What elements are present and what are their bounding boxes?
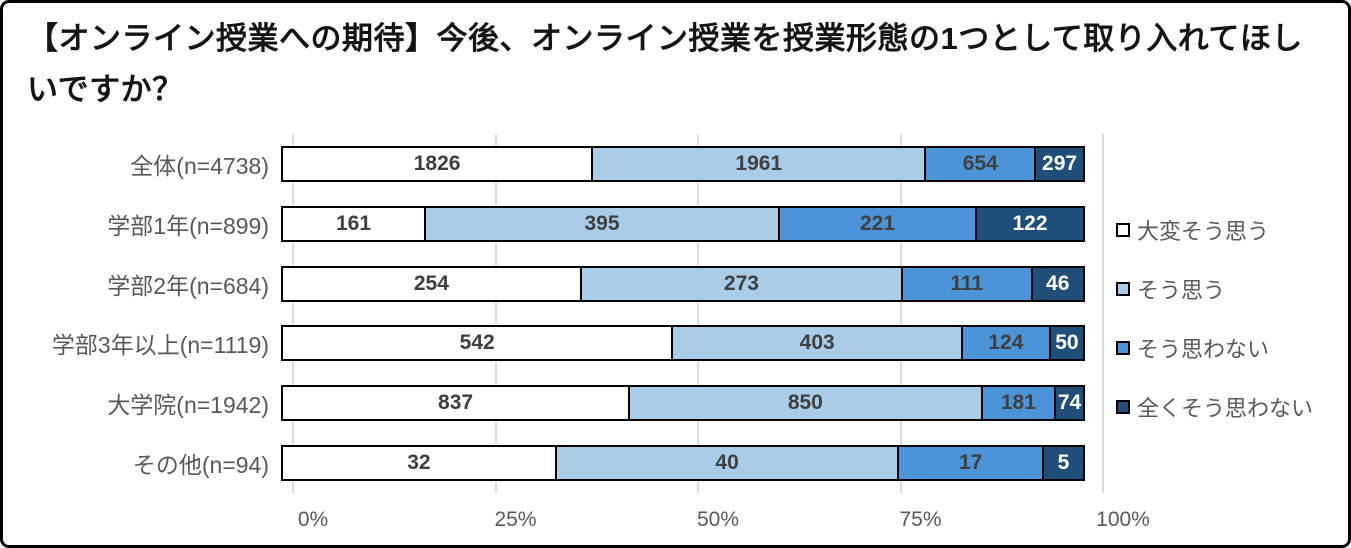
bar-value-label: 122: [1012, 211, 1048, 235]
bar-value-label: 50: [1055, 331, 1079, 355]
bar-segment-series-2: 395: [424, 205, 780, 242]
bar-value-label: 1961: [735, 151, 783, 175]
bar-value-label: 403: [799, 331, 835, 355]
bar-segment-series-2: 403: [671, 325, 964, 362]
bar-segment-series-4: 46: [1030, 265, 1085, 302]
bar-value-label: 17: [958, 451, 983, 475]
legend-item-series-2: そう思う: [1116, 273, 1313, 305]
bar-segment-series-2: 273: [579, 265, 904, 302]
category-label: 学部3年以上(n=1119): [51, 332, 269, 359]
chart-row: 大学院(n=1942) 837 850 181 74: [23, 373, 1103, 433]
bar-value-label: 850: [787, 391, 823, 415]
bar-value-label: 111: [950, 271, 984, 295]
bar-value-label: 40: [715, 451, 739, 475]
gridline: [697, 134, 699, 493]
legend-label: 全くそう思わない: [1137, 396, 1314, 421]
bar-segment-series-3: 111: [901, 265, 1033, 302]
legend-swatch-icon: [1116, 341, 1130, 355]
bar-track: 254 273 111 46: [281, 265, 1091, 302]
category-label: 学部1年(n=899): [107, 212, 269, 239]
bar-segment-series-3: 221: [777, 205, 978, 242]
bar-segment-series-4: 74: [1054, 385, 1085, 422]
bar-segment-series-2: 40: [554, 445, 900, 482]
chart-row: 学部3年以上(n=1119) 542 403 124 50: [23, 313, 1103, 373]
x-axis-tick-label: 75%: [899, 508, 942, 531]
bar-value-label: 1826: [413, 151, 461, 175]
bar-value-label: 297: [1042, 151, 1078, 175]
bar-value-label: 46: [1046, 271, 1070, 295]
bar-segment-series-1: 32: [281, 445, 557, 482]
legend-label: そう思う: [1137, 278, 1226, 303]
legend-label: 大変そう思う: [1137, 219, 1270, 244]
legend-item-series-3: そう思わない: [1116, 332, 1313, 364]
gridline: [1102, 134, 1104, 493]
bar-value-label: 254: [413, 271, 449, 295]
category-label: 学部2年(n=684): [107, 272, 269, 299]
bar-segment-series-2: 850: [628, 385, 983, 422]
bar-segment-series-2: 1961: [591, 145, 927, 182]
bar-segment-series-1: 542: [281, 325, 674, 362]
category-label: 全体(n=4738): [130, 152, 269, 179]
category-label: その他(n=94): [132, 452, 269, 479]
bar-rows: 全体(n=4738) 1826 1961 654 297 学部1年(n=899) 161 39…: [23, 134, 1103, 493]
legend-item-series-1: 大変そう思う: [1116, 214, 1313, 246]
bar-value-label: 5: [1057, 451, 1070, 475]
legend-swatch-icon: [1116, 400, 1130, 414]
x-axis-tick-label: 25%: [494, 508, 537, 531]
chart-row: その他(n=94) 32 40 17 5: [23, 433, 1103, 493]
bar-value-label: 32: [407, 451, 431, 475]
bar-segment-series-3: 654: [924, 145, 1037, 182]
legend-item-series-4: 全くそう思わない: [1116, 391, 1313, 423]
bar-segment-series-4: 297: [1034, 145, 1085, 182]
bar-track: 542 403 124 50: [281, 325, 1091, 362]
bar-value-label: 395: [584, 211, 620, 235]
bar-segment-series-3: 17: [897, 445, 1044, 482]
bar-track: 837 850 181 74: [281, 385, 1091, 422]
bar-value-label: 654: [962, 151, 998, 175]
bar-value-label: 124: [988, 331, 1024, 355]
bar-segment-series-1: 837: [281, 385, 631, 422]
legend-swatch-icon: [1116, 223, 1130, 237]
x-axis: 0% 25% 50% 75% 100%: [298, 508, 1150, 538]
plot-area: 全体(n=4738) 1826 1961 654 297 学部1年(n=899) 161 39…: [23, 134, 1104, 493]
chart-title: 【オンライン授業への期待】今後、オンライン授業を授業形態の1つとして取り入れてほ…: [27, 21, 1303, 107]
bar-value-label: 221: [859, 211, 896, 235]
gridline: [292, 134, 294, 493]
bar-segment-series-3: 181: [980, 385, 1057, 422]
x-axis-tick-label: 50%: [696, 508, 740, 531]
gridline: [899, 134, 902, 493]
chart-row: 全体(n=4738) 1826 1961 654 297: [23, 134, 1103, 194]
bar-segment-series-1: 161: [281, 205, 427, 242]
bar-value-label: 837: [438, 391, 474, 415]
chart-row: 学部2年(n=684) 254 273 111 46: [23, 254, 1103, 314]
bar-segment-series-4: 5: [1041, 445, 1085, 482]
bar-value-label: 161: [336, 211, 372, 235]
bar-value-label: 74: [1057, 391, 1082, 415]
bar-value-label: 273: [723, 271, 759, 295]
category-label: 大学院(n=1942): [107, 392, 269, 419]
x-axis-tick-label: 100%: [1096, 508, 1150, 531]
x-axis-tick-label: 0%: [297, 508, 329, 531]
bar-segment-series-1: 254: [281, 265, 582, 302]
gridlines: [292, 134, 1104, 493]
gridline: [494, 134, 497, 493]
bar-track: 32 40 17 5: [281, 445, 1091, 482]
bar-segment-series-4: 122: [975, 205, 1085, 242]
bar-segment-series-1: 1826: [281, 145, 594, 182]
legend: 大変そう思う そう思うそう思わない全くそう思わない: [1116, 214, 1313, 423]
legend-label: そう思わない: [1137, 337, 1270, 362]
bar-segment-series-3: 124: [961, 325, 1051, 362]
bar-value-label: 542: [459, 331, 495, 355]
bar-track: 1826 1961 654 297: [281, 145, 1091, 182]
legend-swatch-icon: [1116, 282, 1130, 296]
bar-segment-series-4: 50: [1048, 325, 1085, 362]
bar-value-label: 181: [1000, 391, 1036, 415]
chart-row: 学部1年(n=899) 161 395 221 122: [23, 194, 1103, 254]
bar-track: 161 395 221 122: [281, 205, 1091, 242]
